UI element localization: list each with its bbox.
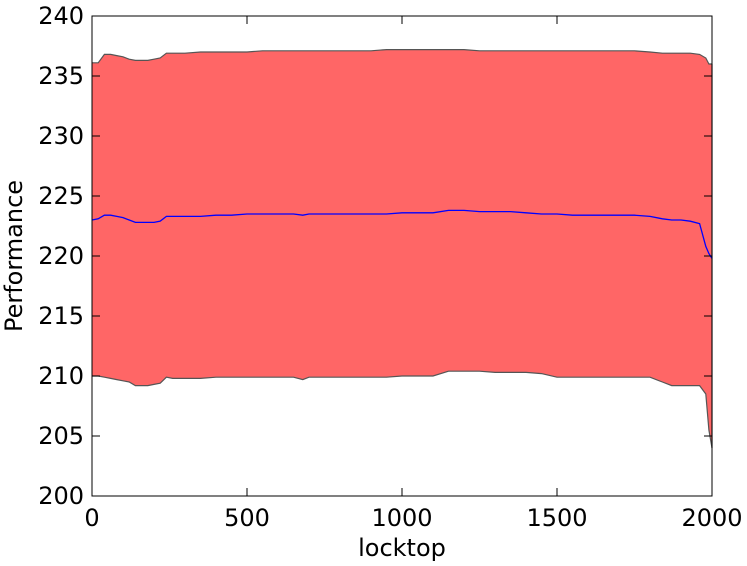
y-tick-label: 240 [38,2,84,30]
x-tick-label: 500 [224,504,270,532]
x-tick-label: 2000 [681,504,742,532]
y-tick-label: 225 [38,182,84,210]
x-tick-label: 1500 [526,504,587,532]
y-tick-label: 200 [38,482,84,510]
y-tick-label: 210 [38,362,84,390]
y-tick-label: 235 [38,62,84,90]
std-band-layer [92,48,713,449]
mean-line [91,209,713,259]
x-tick-label: 0 [84,504,99,532]
y-tick-label: 215 [38,302,84,330]
y-tick-label: 220 [38,242,84,270]
y-axis-label: Performance [0,180,28,332]
y-tick-label: 230 [38,122,84,150]
x-axis-label: locktop [358,534,446,562]
upper-band-edge [92,48,712,65]
y-tick-label: 205 [38,422,84,450]
x-axis-ticks: 0 500 1000 1500 2000 [84,16,743,532]
y-axis-ticks: 200 205 210 215 220 225 230 235 240 [38,2,712,510]
lower-band-edge [92,370,713,449]
mean-line-layer [91,209,713,259]
std-band-area [92,49,712,448]
x-tick-label: 1000 [371,504,432,532]
